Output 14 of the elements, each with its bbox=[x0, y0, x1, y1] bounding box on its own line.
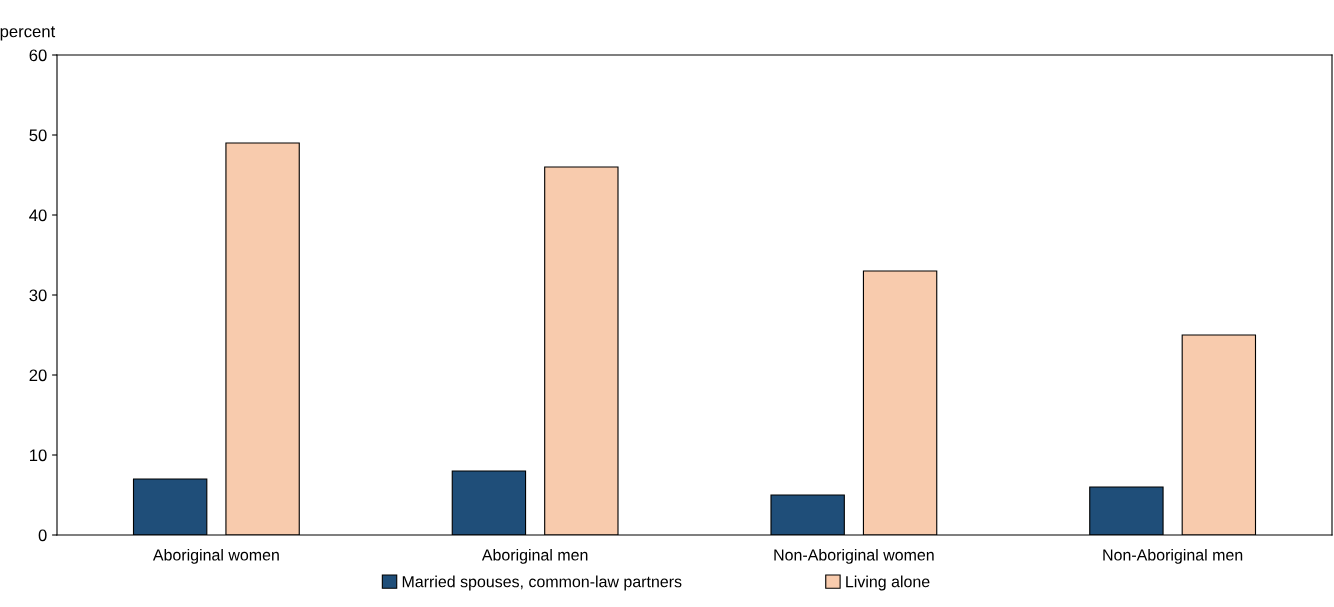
legend-label: Married spouses, common-law partners bbox=[402, 575, 682, 591]
y-tick-label: 40 bbox=[29, 209, 47, 222]
x-tick-label: Non-Aboriginal men bbox=[1103, 548, 1243, 564]
y-tick-label: 20 bbox=[29, 369, 47, 382]
y-tick-label: 10 bbox=[30, 449, 47, 462]
x-tick-label: Aboriginal women bbox=[152, 548, 279, 564]
y-tick-label: 30 bbox=[29, 289, 47, 302]
x-tick-label: Aboriginal men bbox=[481, 548, 588, 564]
y-tick-label: 60 bbox=[29, 49, 47, 62]
y-axis-title: percent bbox=[0, 26, 56, 41]
y-tick-label: 50 bbox=[29, 129, 47, 142]
x-tick-label: Non-Aboriginal women bbox=[774, 548, 934, 564]
legend-label: Living alone bbox=[846, 575, 930, 591]
y-tick-label: 0 bbox=[38, 529, 47, 542]
